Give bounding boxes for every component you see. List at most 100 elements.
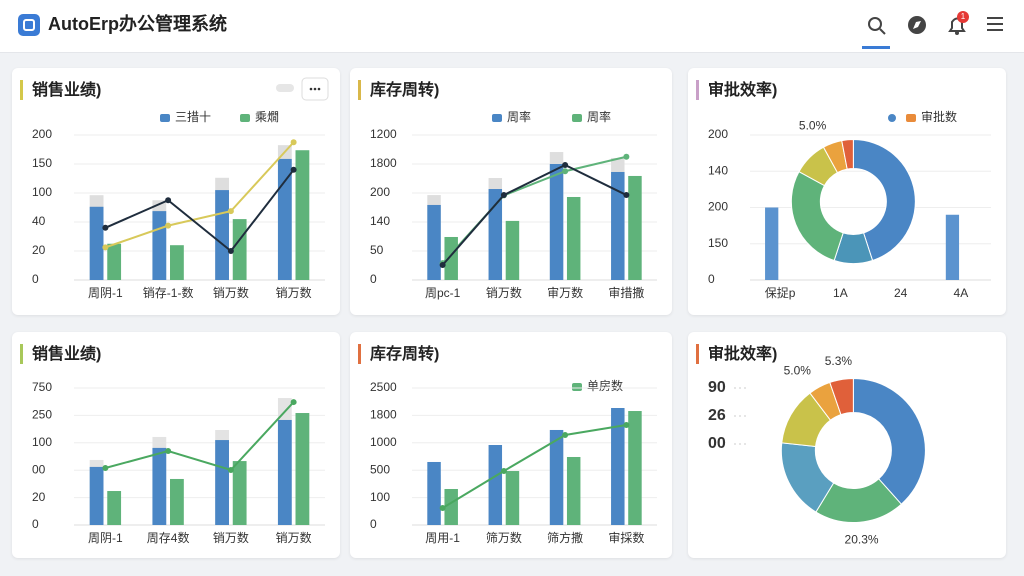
more-dot bbox=[309, 87, 313, 91]
line bbox=[441, 155, 627, 264]
bar bbox=[295, 150, 310, 280]
search-icon[interactable] bbox=[868, 17, 886, 35]
line-point bbox=[623, 153, 630, 160]
y-tick-label: 200 bbox=[370, 185, 390, 199]
logo-mark bbox=[23, 19, 35, 31]
title-accent bbox=[696, 344, 699, 364]
legend-label: 乘燗 bbox=[255, 110, 279, 124]
line-point bbox=[290, 399, 297, 406]
y-tick-label: 40 bbox=[32, 214, 46, 228]
line-point bbox=[165, 448, 172, 455]
pie-slice bbox=[852, 138, 916, 262]
line-point bbox=[500, 192, 507, 199]
line-point bbox=[227, 467, 234, 474]
bar bbox=[277, 419, 292, 525]
x-tick-label: 销存-1-数 bbox=[143, 285, 194, 300]
line-point bbox=[562, 168, 569, 175]
y-tick-label: 1800 bbox=[370, 408, 397, 422]
bar bbox=[215, 190, 229, 280]
header: AutoErp办公管理系统 1 bbox=[0, 0, 1024, 53]
x-tick-label: 周阴-1 bbox=[88, 531, 123, 545]
bar bbox=[566, 456, 581, 525]
title-accent bbox=[20, 344, 23, 364]
card-title: 库存周转) bbox=[370, 80, 439, 99]
bar bbox=[611, 171, 625, 280]
y-tick-label: 200 bbox=[708, 127, 728, 141]
y-tick-label: 00 bbox=[32, 462, 46, 476]
legend-dot bbox=[888, 114, 896, 122]
legend-label: 周率 bbox=[507, 109, 531, 124]
badge-count: 1 bbox=[961, 12, 966, 21]
y-tick-label: 100 bbox=[32, 435, 52, 449]
bar bbox=[107, 491, 122, 525]
card-title: 库存周转) bbox=[370, 344, 439, 363]
bar bbox=[505, 471, 520, 525]
line-point bbox=[562, 161, 569, 168]
more-dot bbox=[317, 87, 321, 91]
y-tick-label: 26 bbox=[708, 407, 726, 424]
line-point bbox=[623, 192, 630, 199]
y-tick-label: 20 bbox=[32, 243, 46, 257]
line-point bbox=[102, 465, 109, 472]
y-tick-label: 50 bbox=[370, 243, 384, 257]
y-tick-label: 00 bbox=[708, 435, 726, 452]
bar bbox=[765, 207, 779, 280]
x-tick-label: 审措撒 bbox=[608, 285, 644, 300]
line bbox=[442, 424, 627, 509]
x-tick-label: 筛方撒 bbox=[547, 530, 583, 545]
line-point bbox=[102, 224, 109, 231]
header-bar: AutoErp办公管理系统 1 bbox=[18, 11, 1003, 49]
card: 审批效率) 90 26 00 20.3% 5.0% 5.3% bbox=[688, 332, 1006, 558]
legend-label: 审批数 bbox=[921, 109, 957, 124]
legend-swatch bbox=[906, 114, 916, 122]
pie-slice bbox=[852, 377, 926, 505]
y-tick-label: 140 bbox=[708, 163, 728, 177]
card: 销售业绩) 三措十 乘燗 200 150 100 40 20 0 周阴-1 销存-1-数 销万数 销万数 bbox=[12, 68, 340, 315]
line-point bbox=[227, 208, 234, 215]
line-point bbox=[165, 222, 172, 229]
x-tick-label: 销万数 bbox=[486, 285, 522, 300]
bar bbox=[295, 413, 310, 525]
line bbox=[441, 163, 627, 266]
y-tick-label: 150 bbox=[708, 236, 728, 250]
y-tick-label: 1200 bbox=[370, 127, 397, 141]
x-tick-label: 审採数 bbox=[608, 530, 644, 545]
line-point bbox=[562, 432, 569, 439]
x-tick-label: 销万数 bbox=[276, 285, 312, 300]
x-tick-label: 周存4数 bbox=[147, 530, 190, 545]
bar bbox=[444, 488, 458, 525]
bar bbox=[107, 243, 122, 280]
x-tick-label: 保捉p bbox=[765, 285, 796, 300]
compass-icon[interactable] bbox=[908, 16, 926, 34]
y-tick-label: 250 bbox=[32, 408, 52, 422]
title-accent bbox=[20, 80, 23, 100]
title-accent bbox=[358, 344, 361, 364]
bar bbox=[549, 429, 564, 525]
y-tick-label: 0 bbox=[370, 272, 377, 286]
bar bbox=[628, 175, 642, 280]
y-tick-label: 90 bbox=[708, 379, 726, 396]
bar bbox=[152, 211, 167, 280]
toolbar-pill bbox=[276, 84, 294, 92]
x-tick-label: 审万数 bbox=[547, 285, 583, 300]
menu-icon[interactable] bbox=[987, 17, 1003, 31]
bar bbox=[549, 164, 564, 280]
x-tick-label: 销万数 bbox=[276, 530, 312, 545]
app-title: AutoErp办公管理系统 bbox=[48, 13, 227, 34]
line bbox=[105, 141, 295, 249]
bar bbox=[170, 245, 184, 280]
line-point bbox=[439, 505, 446, 512]
card-chart: 销售业绩) 750 250 100 00 20 0 周阴-1 周存4数 销万数 销万数 bbox=[20, 344, 325, 545]
x-tick-label: 24 bbox=[894, 286, 908, 300]
bar bbox=[444, 236, 458, 280]
legend-label: 三措十 bbox=[175, 110, 211, 124]
line-point bbox=[500, 468, 507, 475]
x-tick-label: 周用-1 bbox=[425, 531, 460, 545]
card: 审批效率) 审批数 200 140 200 150 0 保捉p 1A 24 4A 5.0% bbox=[688, 68, 1006, 315]
y-tick-label: 1800 bbox=[370, 156, 397, 170]
bar bbox=[170, 478, 184, 525]
bar bbox=[945, 214, 960, 280]
